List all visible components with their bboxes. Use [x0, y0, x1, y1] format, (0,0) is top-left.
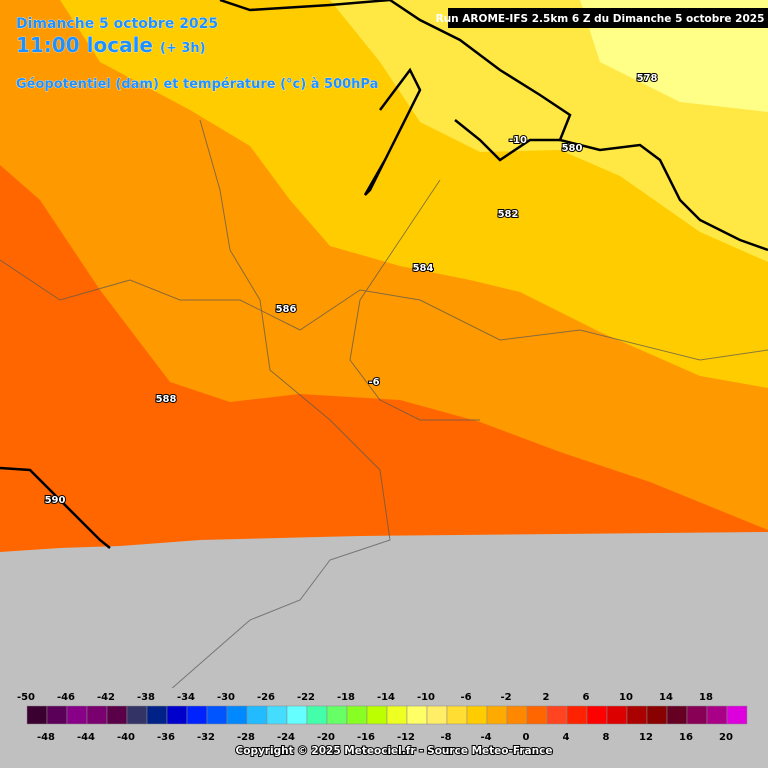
local-time: 11:00 locale: [16, 33, 153, 57]
colorbar-label: 8: [603, 732, 610, 743]
colorbar-label: 4: [563, 732, 570, 743]
colorbar-label: -12: [397, 732, 415, 743]
colorbar-swatch: [286, 705, 308, 725]
colorbar-label: -16: [357, 732, 375, 743]
contour-label: 586: [276, 304, 297, 315]
colorbar-label: -50: [17, 692, 35, 703]
contour-label: 584: [413, 263, 434, 274]
colorbar-swatch: [126, 705, 148, 725]
colorbar-swatch: [246, 705, 268, 725]
colorbar-swatch: [446, 705, 468, 725]
colorbar-label: 18: [699, 692, 713, 703]
colorbar-swatch: [66, 705, 88, 725]
colorbar-label: -22: [297, 692, 315, 703]
colorbar-swatch: [226, 705, 248, 725]
colorbar-swatch: [606, 705, 628, 725]
contour-label: -10: [509, 135, 527, 146]
contour-label: 578: [637, 73, 658, 84]
colorbar-swatch: [386, 705, 408, 725]
colorbar-swatch: [146, 705, 168, 725]
colorbar-swatch: [206, 705, 228, 725]
colorbar-swatch: [166, 705, 188, 725]
border-line: [149, 119, 391, 769]
colorbar-label: 6: [583, 692, 590, 703]
date: Dimanche 5 octobre 2025: [16, 16, 218, 32]
coastline: [389, 0, 768, 252]
coastline: [363, 67, 422, 196]
colorbar-label: -2: [500, 692, 511, 703]
border-line: [349, 179, 480, 421]
colorbar-swatch: [426, 705, 448, 725]
colorbar-label: -32: [197, 732, 215, 743]
colorbar-label: -46: [57, 692, 75, 703]
colorbar-label: -40: [117, 732, 135, 743]
colorbar-swatch: [506, 705, 528, 725]
colorbar-label: -26: [257, 692, 275, 703]
colorbar-label: -4: [480, 732, 491, 743]
colorbar-label: -38: [137, 692, 155, 703]
colorbar-swatch: [406, 705, 428, 725]
colorbar-label: -20: [317, 732, 335, 743]
colorbar-swatch: [266, 705, 288, 725]
colorbar-swatch: [106, 705, 128, 725]
colorbar-swatch: [646, 705, 668, 725]
field-description: Géopotentiel (dam) et température (°c) à…: [16, 77, 378, 92]
colorbar-swatch: [86, 705, 108, 725]
colorbar-panel: [0, 688, 768, 768]
contour-label: 582: [498, 209, 519, 220]
colorbar-swatch: [186, 705, 208, 725]
colorbar-label: -28: [237, 732, 255, 743]
colorbar-swatch: [366, 705, 388, 725]
colorbar-swatch: [526, 705, 548, 725]
colorbar-label: -42: [97, 692, 115, 703]
colorbar-label: -48: [37, 732, 55, 743]
colorbar-label: 2: [543, 692, 550, 703]
forecast-offset: (+ 3h): [160, 41, 206, 56]
coastline: [219, 0, 391, 12]
colorbar-label: 0: [523, 732, 530, 743]
colorbar-swatch: [566, 705, 588, 725]
colorbar-label: -8: [440, 732, 451, 743]
contour-label: 590: [45, 495, 66, 506]
colorbar-swatch: [346, 705, 368, 725]
colorbar-swatch: [306, 705, 328, 725]
colorbar-label: -44: [77, 732, 95, 743]
copyright: Copyright © 2025 Meteociel.fr - Source M…: [236, 745, 553, 757]
colorbar-label: -30: [217, 692, 235, 703]
colorbar-swatch: [726, 705, 748, 725]
coastline: [0, 466, 111, 549]
colorbar-swatch: [46, 705, 68, 725]
colorbar-swatch: [466, 705, 488, 725]
colorbar-swatch: [326, 705, 348, 725]
colorbar-label: 16: [679, 732, 693, 743]
colorbar-swatch: [626, 705, 648, 725]
colorbar-swatch: [26, 705, 48, 725]
colorbar-swatch: [686, 705, 708, 725]
colorbar-swatch: [666, 705, 688, 725]
colorbar-label: 10: [619, 692, 633, 703]
contour-label: -6: [368, 377, 379, 388]
colorbar-label: -18: [337, 692, 355, 703]
colorbar-label: -6: [460, 692, 471, 703]
colorbar-label: -34: [177, 692, 195, 703]
colorbar-label: 12: [639, 732, 653, 743]
colorbar-swatch: [586, 705, 608, 725]
colorbar-swatch: [706, 705, 728, 725]
run-box: [448, 8, 768, 28]
contour-label: 588: [156, 394, 177, 405]
border-line: [0, 259, 768, 361]
colorbar-label: -10: [417, 692, 435, 703]
colorbar-label: 14: [659, 692, 673, 703]
contour-label: 580: [562, 143, 583, 154]
colorbar-label: -24: [277, 732, 295, 743]
run-info: Run AROME-IFS 2.5km 6 Z du Dimanche 5 oc…: [436, 13, 765, 25]
colorbar-swatch: [546, 705, 568, 725]
colorbar-label: -14: [377, 692, 395, 703]
colorbar-swatch: [486, 705, 508, 725]
colorbar-label: -36: [157, 732, 175, 743]
colorbar-label: 20: [719, 732, 733, 743]
coastline: [454, 119, 560, 162]
